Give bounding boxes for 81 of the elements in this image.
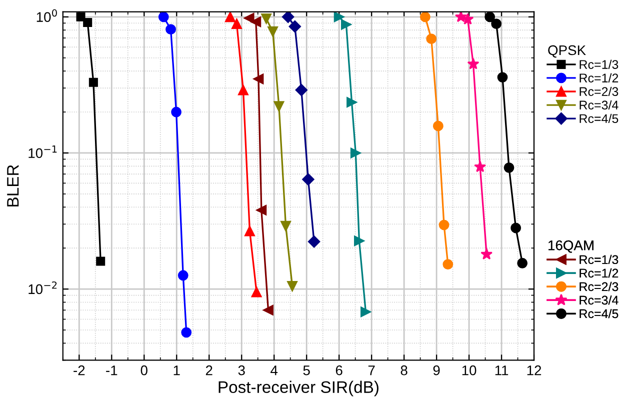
x-tick-label: 1	[174, 366, 180, 376]
point	[83, 18, 92, 27]
x-tick-label: 7	[368, 366, 375, 376]
point	[256, 204, 267, 216]
point	[263, 304, 274, 316]
point	[360, 306, 371, 318]
x-tick-label: 11	[495, 366, 508, 376]
point	[268, 26, 278, 37]
point	[251, 286, 262, 298]
text: QPSK	[548, 45, 586, 58]
point	[308, 236, 320, 248]
point	[341, 19, 352, 30]
legend-label: Rc=1/3	[580, 254, 618, 264]
point	[250, 16, 262, 28]
point	[238, 84, 248, 96]
legend-label: Rc=3/4	[580, 100, 618, 110]
point	[261, 13, 272, 24]
point	[438, 220, 450, 230]
x-tick-label: 10	[462, 365, 476, 376]
point	[442, 259, 454, 270]
point	[504, 162, 514, 173]
legend-label: Rc=2/3	[580, 282, 618, 292]
point	[354, 236, 364, 246]
legend-label: Rc=4/5	[580, 308, 618, 318]
x-tick-label: 6	[336, 365, 342, 376]
x-tick-label: -2	[74, 365, 85, 376]
x-tick-label: 2	[206, 365, 212, 376]
x-axis-title: Post-receiver SIR(dB)	[218, 380, 378, 396]
point	[158, 12, 169, 22]
point	[350, 148, 361, 158]
x-tick-label: 5	[303, 366, 310, 376]
point	[166, 24, 176, 35]
point	[282, 12, 294, 23]
x-tick-label: 0	[140, 365, 148, 376]
point	[295, 84, 308, 96]
point	[491, 18, 502, 29]
point	[88, 78, 98, 87]
point	[280, 220, 291, 232]
legend-label: Rc=3/4	[580, 295, 618, 305]
y-axis-title: BLER	[7, 165, 19, 206]
point	[432, 120, 444, 132]
legend-label: Rc=4/5	[580, 114, 618, 124]
point	[253, 74, 264, 84]
point	[484, 12, 496, 22]
x-tick-label: 12	[527, 365, 542, 376]
point	[346, 97, 357, 108]
text: 16QAM	[548, 240, 594, 253]
x-tick-label: 9	[433, 365, 440, 376]
legend-label: Rc=2/3	[580, 86, 618, 96]
point	[510, 222, 522, 234]
x-tick-label: 8	[400, 365, 408, 376]
point	[244, 12, 254, 24]
point	[467, 58, 480, 70]
point	[497, 72, 508, 82]
x-tick-label: 3	[238, 365, 245, 376]
point	[244, 226, 255, 236]
point	[181, 327, 192, 338]
point	[454, 12, 467, 22]
point	[287, 280, 298, 292]
point	[420, 12, 430, 22]
point	[171, 106, 182, 118]
legend-label: Rc=1/2	[580, 268, 618, 278]
point	[232, 18, 242, 29]
point	[288, 20, 301, 33]
y-tick-label: 10$^{−1}$	[28, 146, 57, 158]
legend-label: Rc=1/2	[580, 73, 618, 82]
point	[178, 270, 188, 281]
y-tick-label: 10$^{−2}$	[28, 281, 57, 294]
x-tick-label: 4	[270, 366, 278, 376]
point	[96, 256, 106, 266]
point	[274, 101, 284, 112]
y-tick-label: 10$^{0}$	[36, 9, 57, 22]
point	[474, 160, 486, 172]
point	[225, 12, 236, 22]
point	[517, 258, 528, 268]
point	[302, 173, 314, 186]
point	[480, 248, 493, 260]
x-tick-label: -1	[106, 366, 118, 376]
legend-label: Rc=1/3	[580, 60, 618, 69]
point	[426, 34, 437, 44]
point	[334, 12, 344, 22]
